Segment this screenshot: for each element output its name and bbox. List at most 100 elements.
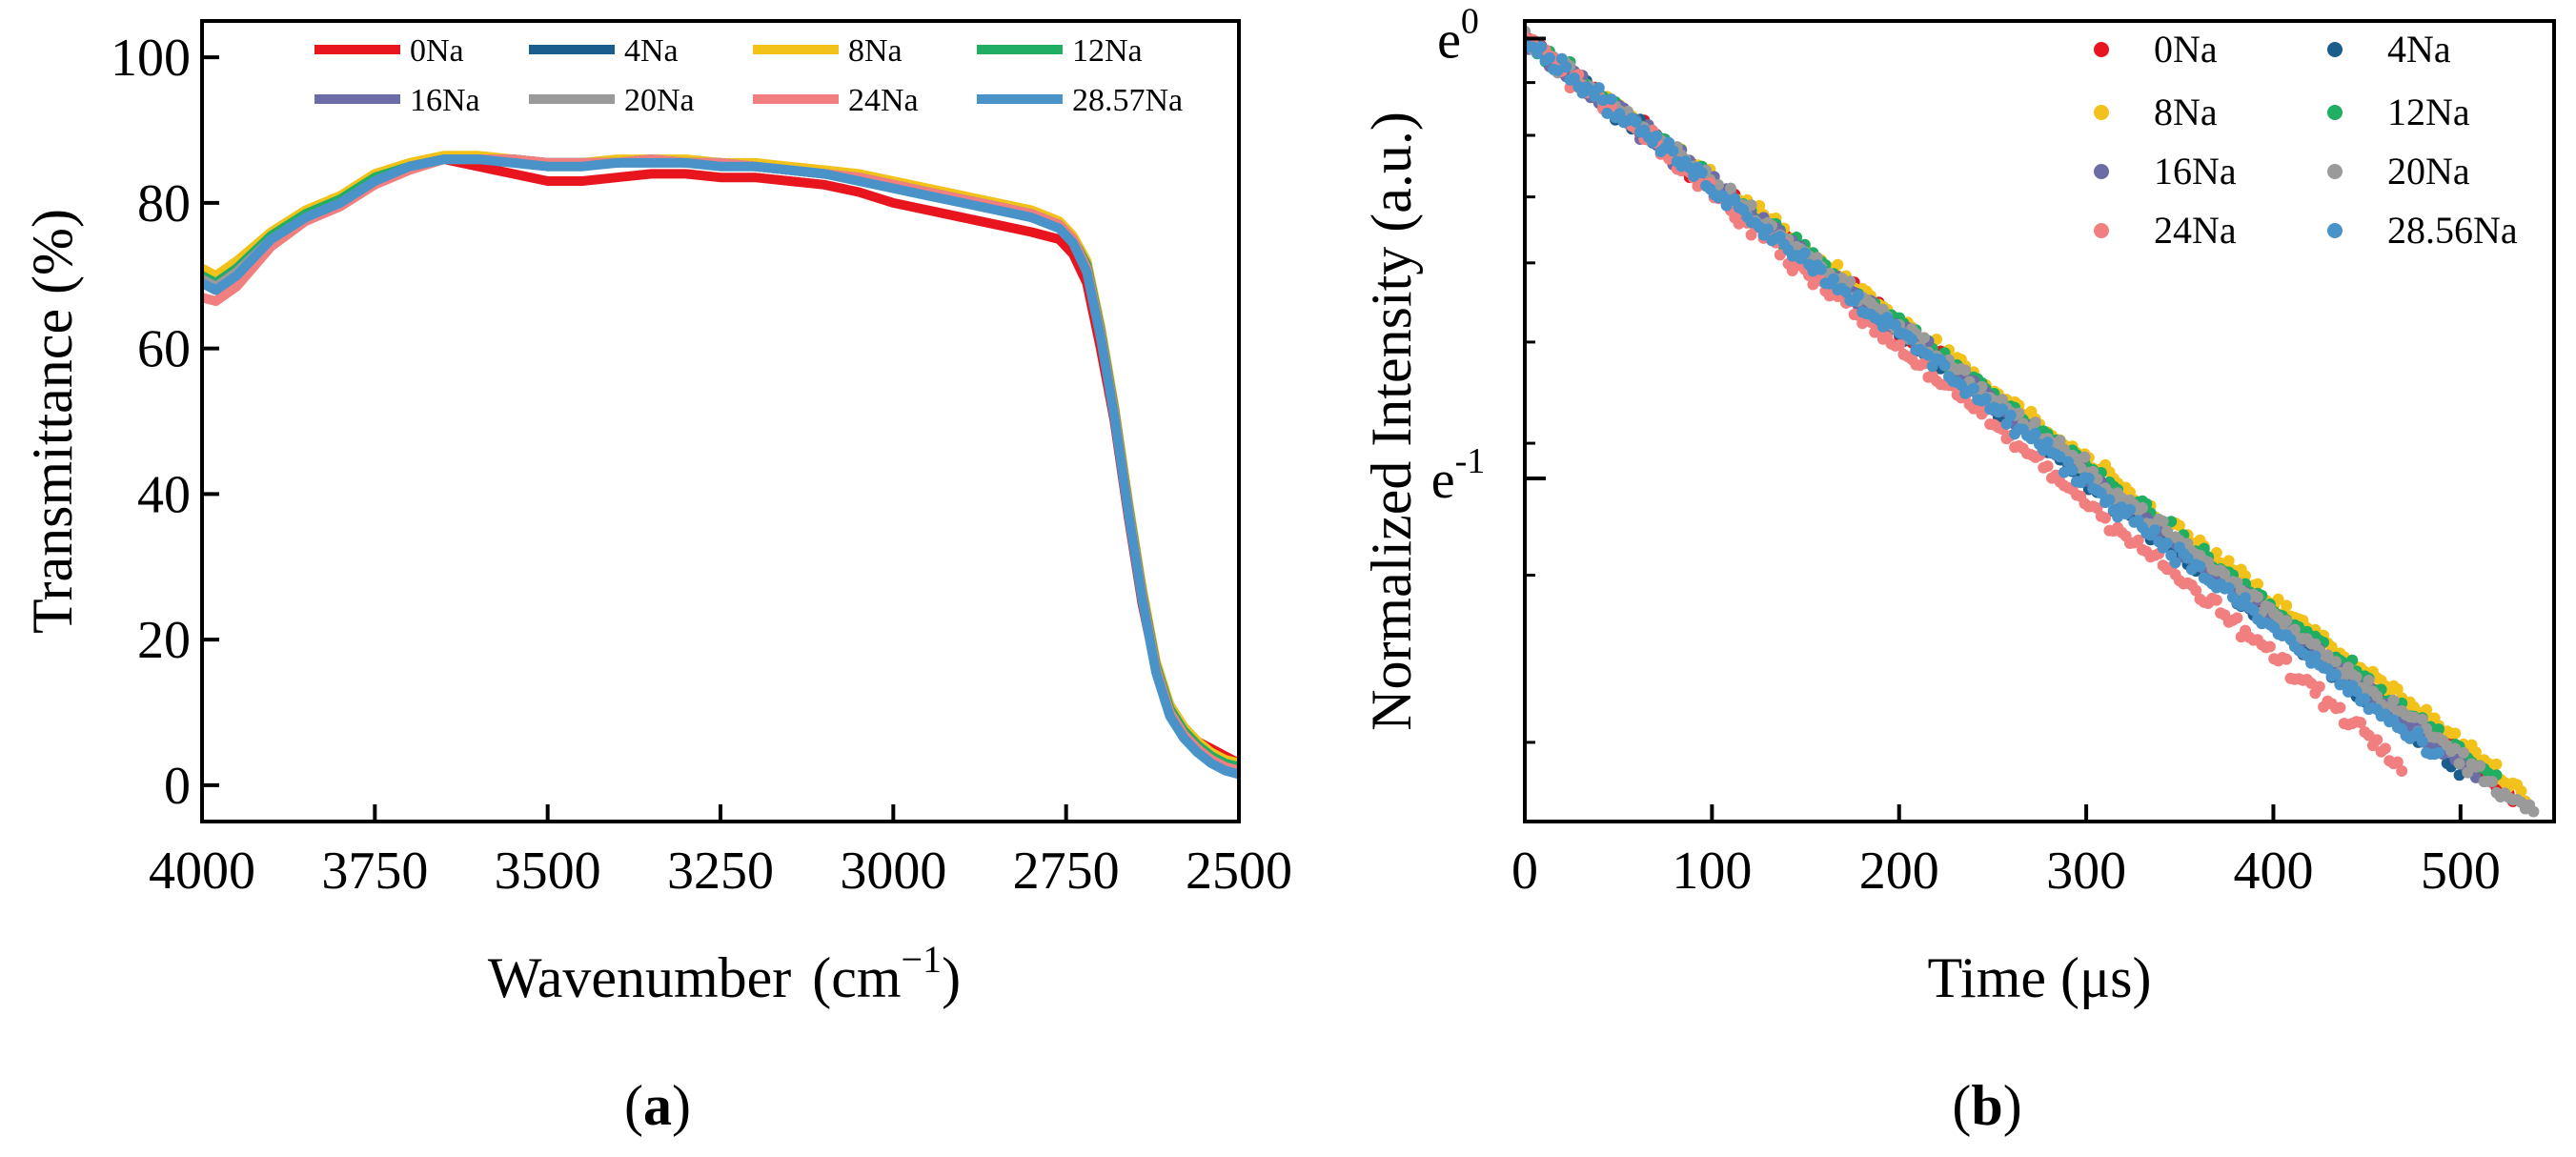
chart-a-ytick-label: 40 xyxy=(137,465,191,524)
chart-b-point xyxy=(2371,734,2383,746)
chart-b-point xyxy=(2029,416,2041,429)
chart-b-point xyxy=(2355,717,2366,729)
panel-label-a: (a) xyxy=(624,1074,691,1137)
chart-b-point xyxy=(1683,161,1695,173)
chart-b-legend-label: 20Na xyxy=(2387,150,2470,193)
chart-b-point xyxy=(2149,524,2160,537)
chart-a-xtick-label: 3250 xyxy=(667,842,774,901)
chart-a-xlabel-close: ) xyxy=(942,946,961,1009)
chart-b-legend-item-0na: 0Na xyxy=(2094,28,2218,71)
chart-b-legend-label: 16Na xyxy=(2154,150,2237,193)
chart-a-legend: 0Na 4Na 8Na 12Na 16Na 20Na 24Na 28.57Na xyxy=(314,33,1183,118)
chart-a-xtick-label: 2500 xyxy=(1186,842,1292,901)
chart-b-point xyxy=(1798,247,1811,259)
chart-b-point xyxy=(2462,766,2474,779)
chart-b-point xyxy=(2029,427,2041,439)
chart-a-series-24na xyxy=(202,154,1239,776)
chart-a-legend-item-8na: 8Na xyxy=(753,33,903,69)
chart-b-ytick-label: e0 xyxy=(1437,1,1479,70)
chart-b-xlabel: Time (μs) xyxy=(1927,946,2151,1009)
chart-b-point xyxy=(2288,623,2301,636)
chart-b-legend-label: 8Na xyxy=(2154,91,2218,133)
chart-b-point xyxy=(2132,534,2144,546)
chart-b-point xyxy=(2004,409,2017,421)
chart-b-legend-swatch xyxy=(2327,164,2343,179)
chart-a: 4000 3750 3500 3250 3000 2750 2500 0 20 40 60 80 100… xyxy=(21,19,1292,1137)
chart-b-point xyxy=(2240,570,2251,582)
chart-b-point xyxy=(2240,592,2251,604)
chart-a-ytick-label: 20 xyxy=(137,611,191,670)
chart-b-point xyxy=(1997,403,2009,416)
chart-a-legend-item-12na: 12Na xyxy=(977,33,1143,69)
chart-b-point xyxy=(1774,249,1786,261)
chart-b-point xyxy=(2066,464,2079,477)
chart-b-point xyxy=(2433,746,2444,759)
chart-b-point xyxy=(1894,339,1906,352)
chart-b-point xyxy=(1667,145,1679,157)
chart-b-point xyxy=(2313,680,2325,693)
chart-b-point xyxy=(1725,182,1736,194)
chart-b-point xyxy=(1959,364,1972,376)
chart-a-ytick-label: 100 xyxy=(111,29,191,88)
chart-b-point xyxy=(2222,555,2235,567)
chart-b-legend-item-24na: 24Na xyxy=(2094,209,2237,252)
chart-b-point xyxy=(1761,223,1774,235)
chart-b-legend-item-28-56na: 28.56Na xyxy=(2327,209,2518,252)
chart-b-point xyxy=(2157,515,2169,527)
chart-a-xlabel: Wavenumber (cm−1) xyxy=(488,938,961,1009)
chart-b-point xyxy=(2458,746,2469,759)
chart-a-legend-label: 0Na xyxy=(410,33,464,69)
chart-a-legend-label: 28.57Na xyxy=(1072,83,1183,118)
chart-b-point xyxy=(2330,656,2342,668)
chart-b-point xyxy=(1613,108,1626,120)
chart-b-series-layer xyxy=(1525,25,2540,818)
chart-b-point xyxy=(2387,694,2400,706)
chart-b-point xyxy=(2379,742,2391,755)
chart-b-legend-label: 12Na xyxy=(2387,91,2470,133)
chart-b-legend-label: 0Na xyxy=(2154,28,2218,71)
chart-a-xtick-label: 3000 xyxy=(840,842,946,901)
chart-a-ytick-label: 80 xyxy=(137,174,191,233)
chart-b-point xyxy=(1918,332,1930,344)
chart-a-xlabel-main: Wavenumber xyxy=(488,946,791,1009)
chart-b-point xyxy=(2099,512,2112,524)
chart-b-legend-swatch xyxy=(2094,105,2109,120)
chart-a-legend-label: 8Na xyxy=(848,33,903,69)
chart-b-point xyxy=(2082,472,2095,484)
chart-a-ytick-label: 0 xyxy=(164,757,191,816)
chart-b-point xyxy=(2449,727,2462,740)
chart-b-point xyxy=(2041,436,2054,449)
chart-b-point xyxy=(2160,538,2173,549)
chart-a-ylabel: Transmittance (%) xyxy=(21,209,84,634)
chart-b-xtick-label: 200 xyxy=(1859,842,1939,901)
chart-b-point xyxy=(2137,501,2148,514)
chart-b-point xyxy=(2363,675,2375,686)
chart-b-point xyxy=(2095,487,2107,499)
chart-a-legend-item-20na: 20Na xyxy=(529,83,695,118)
chart-b-point xyxy=(2416,713,2428,725)
chart-b-point xyxy=(2490,758,2503,770)
chart-b-point xyxy=(2391,683,2404,695)
chart-b-ytick-label: e-1 xyxy=(1431,441,1486,510)
chart-b-frame xyxy=(1523,19,2556,823)
chart-a-frame xyxy=(200,19,1241,823)
chart-b-xtick-label: 0 xyxy=(1511,842,1538,901)
chart-b-point xyxy=(1605,93,1617,106)
chart-b-point xyxy=(2041,460,2054,473)
chart-b-point xyxy=(2194,560,2206,573)
chart-b-point xyxy=(2272,593,2284,605)
chart-b-point xyxy=(1906,334,1918,345)
chart-b-point xyxy=(2054,451,2066,463)
chart-b-xtick-label: 100 xyxy=(1672,842,1752,901)
chart-b-series-28-56na xyxy=(1525,35,2444,761)
chart-b-point xyxy=(1832,258,1844,271)
chart-a-xtick-label: 2750 xyxy=(1013,842,1120,901)
chart-a-xtick-label: 4000 xyxy=(149,842,255,901)
chart-b-legend-item-20na: 20Na xyxy=(2327,150,2470,193)
chart-b-point xyxy=(2222,581,2235,594)
chart-b-point xyxy=(2219,568,2231,580)
chart-b-point xyxy=(2527,805,2540,818)
chart-b-point xyxy=(2486,776,2499,788)
chart-b-xtick-label: 500 xyxy=(2421,842,2501,901)
chart-b-ylabel: Normalized Intensity (a.u.) xyxy=(1360,112,1423,731)
